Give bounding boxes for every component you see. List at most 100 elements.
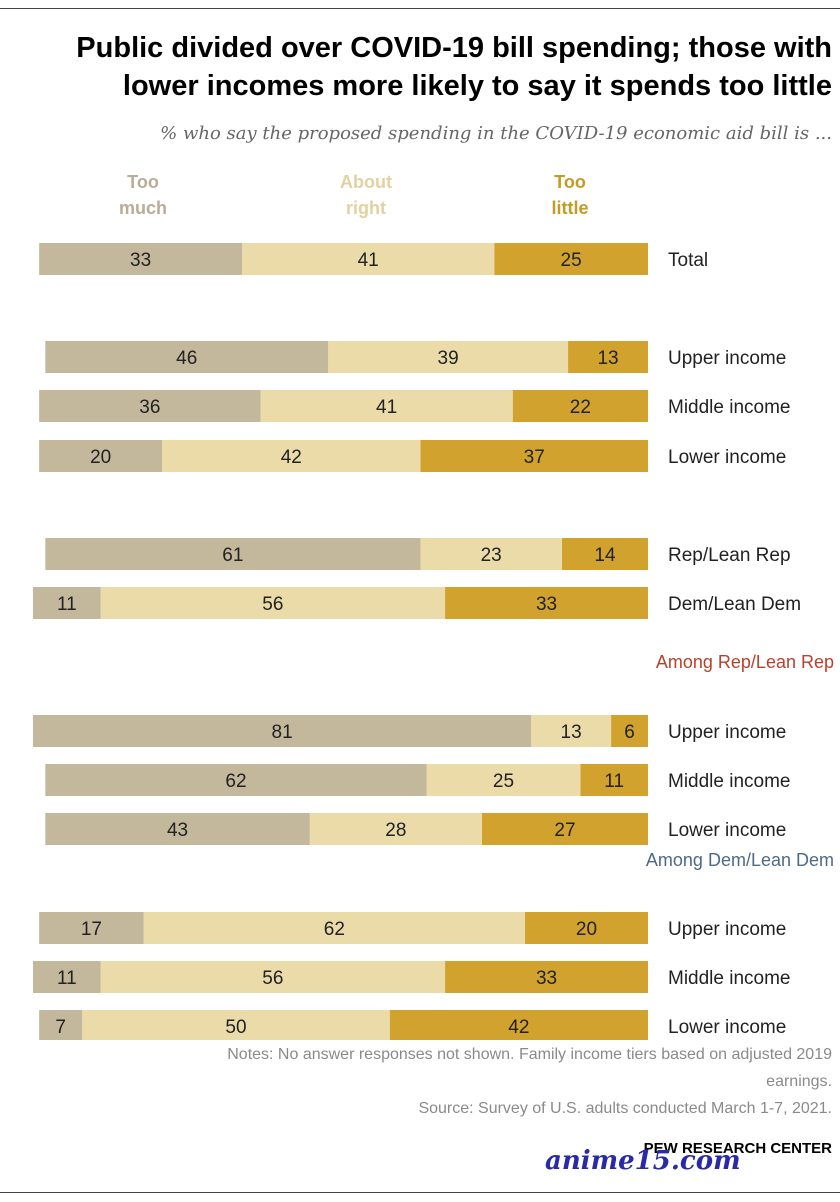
- bar-value-too-little: 33: [536, 968, 557, 989]
- bar-value-too-little: 27: [554, 820, 575, 841]
- bar-segment-too-little: [494, 243, 648, 275]
- bar-value-about-right: 56: [262, 594, 283, 615]
- bar-value-too-little: 20: [576, 919, 597, 940]
- bar-segment-too-little: [445, 587, 648, 619]
- bar-value-about-right: 25: [493, 771, 514, 792]
- bar-value-too-little: 14: [594, 545, 616, 566]
- row-label: Lower income: [668, 447, 786, 468]
- row-label: Lower income: [668, 1017, 786, 1038]
- bar-segment-too-much: [39, 440, 163, 472]
- bar-value-about-right: 41: [358, 250, 379, 271]
- bar-segment-too-much: [45, 341, 329, 373]
- bar-value-too-little: 33: [536, 594, 557, 615]
- bar-value-too-much: 61: [222, 545, 243, 566]
- bar-segment-too-little: [389, 1010, 648, 1040]
- bar-segment-too-little: [525, 912, 648, 944]
- watermark: anime15.com: [545, 1146, 741, 1176]
- bar-segment-about-right: [531, 715, 612, 747]
- bar-value-too-much: 17: [81, 919, 102, 940]
- bar-segment-too-little: [512, 390, 648, 422]
- bar-value-too-much: 11: [57, 594, 77, 615]
- bar-segment-too-much: [33, 587, 101, 619]
- row-label: Middle income: [668, 397, 791, 418]
- bar-value-about-right: 13: [561, 722, 582, 743]
- bar-segment-about-right: [420, 538, 562, 570]
- bar-value-too-much: 46: [176, 348, 197, 369]
- bar-value-too-little: 22: [570, 397, 591, 418]
- bar-segment-too-much: [39, 390, 261, 422]
- row-label: Upper income: [668, 722, 786, 743]
- group-header-3: Among Rep/Lean Rep: [656, 652, 834, 672]
- row-label: Middle income: [668, 771, 791, 792]
- bar-segment-about-right: [242, 243, 495, 275]
- chart-subtitle: % who say the proposed spending in the C…: [160, 123, 832, 144]
- bar-segment-too-much: [45, 538, 421, 570]
- bar-segment-too-little: [580, 764, 648, 796]
- bar-segment-too-little: [420, 440, 648, 472]
- top-rule: [0, 8, 840, 9]
- bar-value-too-little: 11: [604, 771, 624, 792]
- bar-value-about-right: 50: [225, 1017, 246, 1038]
- chart-title-line-2: lower incomes more likely to say it spen…: [122, 70, 832, 102]
- legend-about-right-line-2: right: [346, 198, 386, 218]
- legend-too-much-line-2: much: [119, 198, 167, 218]
- legend-too-much-line-1: Too: [127, 172, 159, 192]
- notes-line-2: earnings.: [766, 1073, 832, 1090]
- bar-segment-too-much: [39, 1010, 83, 1040]
- bar-segment-about-right: [100, 587, 446, 619]
- bar-segment-about-right: [309, 813, 482, 845]
- bar-value-too-much: 62: [225, 771, 246, 792]
- bar-value-too-little: 6: [624, 722, 635, 743]
- bar-value-too-little: 25: [561, 250, 582, 271]
- stacked-bar-chart: Too little About right Too much Total 25 41 33 Upp…: [33, 172, 834, 1040]
- row-label: Upper income: [668, 348, 786, 369]
- legend-too-little-line-1: Too: [554, 172, 586, 192]
- bar-value-too-much: 81: [272, 722, 293, 743]
- bar-segment-too-much: [33, 715, 532, 747]
- bar-value-about-right: 62: [324, 919, 345, 940]
- bar-value-too-little: 42: [508, 1017, 529, 1038]
- bar-segment-about-right: [100, 961, 446, 993]
- bar-segment-about-right: [328, 341, 569, 373]
- bar-segment-too-little: [445, 961, 648, 993]
- source-note: Source: Survey of U.S. adults conducted …: [418, 1100, 832, 1117]
- chart-title-line-1: Public divided over COVID-19 bill spendi…: [76, 32, 832, 64]
- bar-value-about-right: 56: [262, 968, 283, 989]
- bar-segment-about-right: [162, 440, 421, 472]
- bottom-rule: [0, 1192, 840, 1193]
- row-label: Middle income: [668, 968, 791, 989]
- bar-segment-about-right: [260, 390, 513, 422]
- bar-segment-too-little: [611, 715, 648, 747]
- bar-segment-too-much: [39, 912, 144, 944]
- bar-segment-too-little: [568, 341, 648, 373]
- bar-value-too-much: 43: [167, 820, 188, 841]
- bar-segment-too-little: [481, 813, 648, 845]
- bar-value-too-little: 13: [597, 348, 618, 369]
- row-label: Dem/Lean Dem: [668, 594, 801, 615]
- bar-segment-about-right: [143, 912, 525, 944]
- bar-value-too-much: 7: [55, 1017, 66, 1038]
- group-header-4: Among Dem/Lean Dem: [646, 850, 834, 870]
- row-label: Rep/Lean Rep: [668, 545, 791, 566]
- bar-value-about-right: 28: [385, 820, 406, 841]
- bar-segment-too-much: [33, 961, 101, 993]
- notes-line-1: Notes: No answer responses not shown. Fa…: [227, 1046, 832, 1063]
- bar-segment-too-much: [39, 243, 243, 275]
- legend-about-right-line-1: About: [340, 172, 392, 192]
- bar-value-too-little: 37: [524, 447, 545, 468]
- bar-value-too-much: 20: [90, 447, 111, 468]
- bar-value-too-much: 33: [130, 250, 151, 271]
- row-label: Total: [668, 250, 708, 271]
- bar-value-about-right: 42: [281, 447, 302, 468]
- bar-value-too-much: 36: [139, 397, 160, 418]
- row-label: Upper income: [668, 919, 786, 940]
- bar-value-about-right: 23: [481, 545, 502, 566]
- bar-segment-about-right: [426, 764, 581, 796]
- bar-segment-about-right: [82, 1010, 390, 1040]
- row-label: Lower income: [668, 820, 786, 841]
- bar-segment-too-much: [45, 813, 310, 845]
- bar-segment-too-little: [561, 538, 648, 570]
- pew-brand-logo: PEW RESEARCH CENTER: [643, 1140, 832, 1157]
- bar-segment-too-much: [45, 764, 427, 796]
- legend-too-little-line-2: little: [551, 198, 588, 218]
